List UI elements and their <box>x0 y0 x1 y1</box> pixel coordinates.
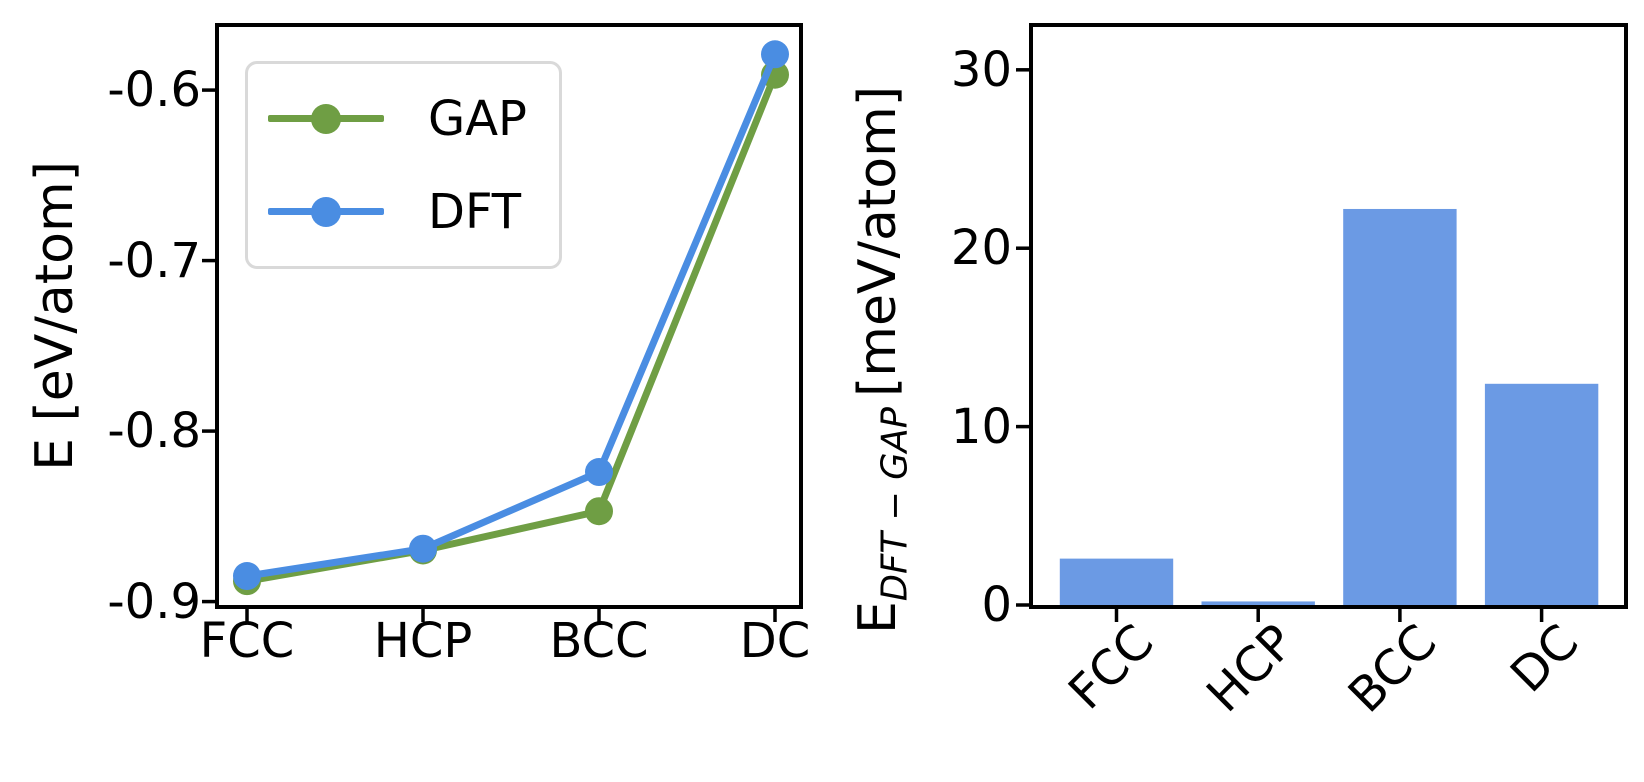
right-y-axis-label: EDFT − GAP [meV/atom] <box>848 85 915 635</box>
left-y-tick-label--0.9: -0.9 <box>107 573 201 630</box>
bar-bcc <box>1343 208 1457 606</box>
right-y-tick-label-20: 20 <box>950 220 1012 277</box>
gap-line-marker-sample <box>268 103 384 135</box>
left-x-tick-label-hcp: HCP <box>373 613 473 669</box>
legend-item-gap: GAP <box>268 95 559 143</box>
bar-dc <box>1484 383 1599 605</box>
right-ylabel-base: E <box>848 601 908 635</box>
right-y-tick-label-10: 10 <box>950 398 1012 455</box>
bar-hcp <box>1201 601 1315 605</box>
dft-point-hcp <box>409 534 437 563</box>
right-ylabel-unit: [meV/atom] <box>848 85 908 397</box>
dft-point-dc <box>761 40 789 69</box>
right-ylabel-subscript: DFT − GAP <box>874 407 916 602</box>
dft-legend-marker-icon <box>311 196 341 227</box>
left-x-tick-label-dc: DC <box>739 613 811 669</box>
legend-item-dft: DFT <box>268 188 559 236</box>
left-y-axis-label: E [eV/atom] <box>25 161 85 471</box>
dft-point-bcc <box>585 458 613 487</box>
legend-label-gap: GAP <box>428 90 527 147</box>
left-x-tick-label-fcc: FCC <box>199 613 295 669</box>
bar-fcc <box>1059 558 1174 605</box>
gap-legend-marker-icon <box>311 103 341 134</box>
left-y-tick-label--0.7: -0.7 <box>107 232 201 289</box>
left-y-tick-label--0.6: -0.6 <box>107 61 201 118</box>
legend-label-dft: DFT <box>428 183 522 240</box>
dft-point-fcc <box>233 562 261 591</box>
dft-line <box>243 50 779 580</box>
gap-point-bcc <box>585 497 613 526</box>
legend: GAP DFT <box>245 61 562 269</box>
left-y-tick-label--0.8: -0.8 <box>107 402 201 459</box>
dft-line-marker-sample <box>268 196 384 228</box>
left-x-tick-label-bcc: BCC <box>549 613 649 669</box>
right-y-tick-label-0: 0 <box>981 576 1012 633</box>
right-y-tick-label-30: 30 <box>950 41 1012 98</box>
